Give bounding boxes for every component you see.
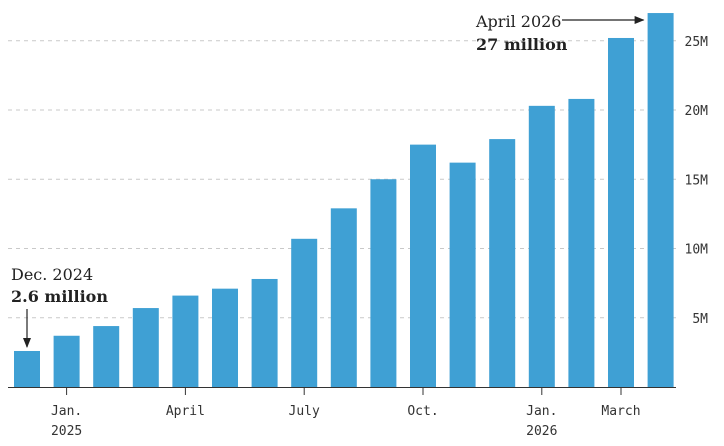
y-tick-label: 10M [685,243,709,258]
x-tick-label: March [601,404,640,419]
bar [53,335,80,387]
bar [449,162,476,387]
bar [172,295,199,387]
bar [212,288,238,387]
bar [370,179,397,387]
y-tick-label: 5M [692,312,708,327]
x-tick-label: Jan. [526,404,557,419]
bar [132,308,159,387]
bar [251,278,278,387]
x-tick-label: July [289,404,320,419]
bar [568,98,595,388]
annotation-title: April 2026 [475,12,561,31]
bar [291,238,318,387]
bar [330,208,357,387]
y-tick-label: 25M [685,35,709,50]
bar [528,105,555,387]
bar [647,13,674,388]
bars [14,13,674,388]
annotations: Dec. 2024 2.6 million April 2026 27 million [11,12,645,348]
bar [93,326,120,387]
annotation-value: 2.6 million [11,287,108,306]
x-tick-label: Oct. [407,404,438,419]
x-tick-year-label: 2026 [526,424,557,439]
y-axis-labels: 5M 10M 15M 20M 25M [685,35,709,327]
y-tick-label: 15M [685,173,709,188]
x-tick-label: Jan. [51,404,82,419]
bar [608,37,634,387]
bar [489,139,516,387]
y-tick-label: 20M [685,104,709,119]
x-axis: Jan. 2025 April July Oct. Jan. 2026 March [8,387,676,439]
bar [410,144,436,387]
x-tick-year-label: 2025 [51,424,82,439]
annotation-value: 27 million [476,35,568,54]
bar [14,350,40,387]
annotation-title: Dec. 2024 [11,265,93,284]
x-tick-label: April [166,404,205,419]
